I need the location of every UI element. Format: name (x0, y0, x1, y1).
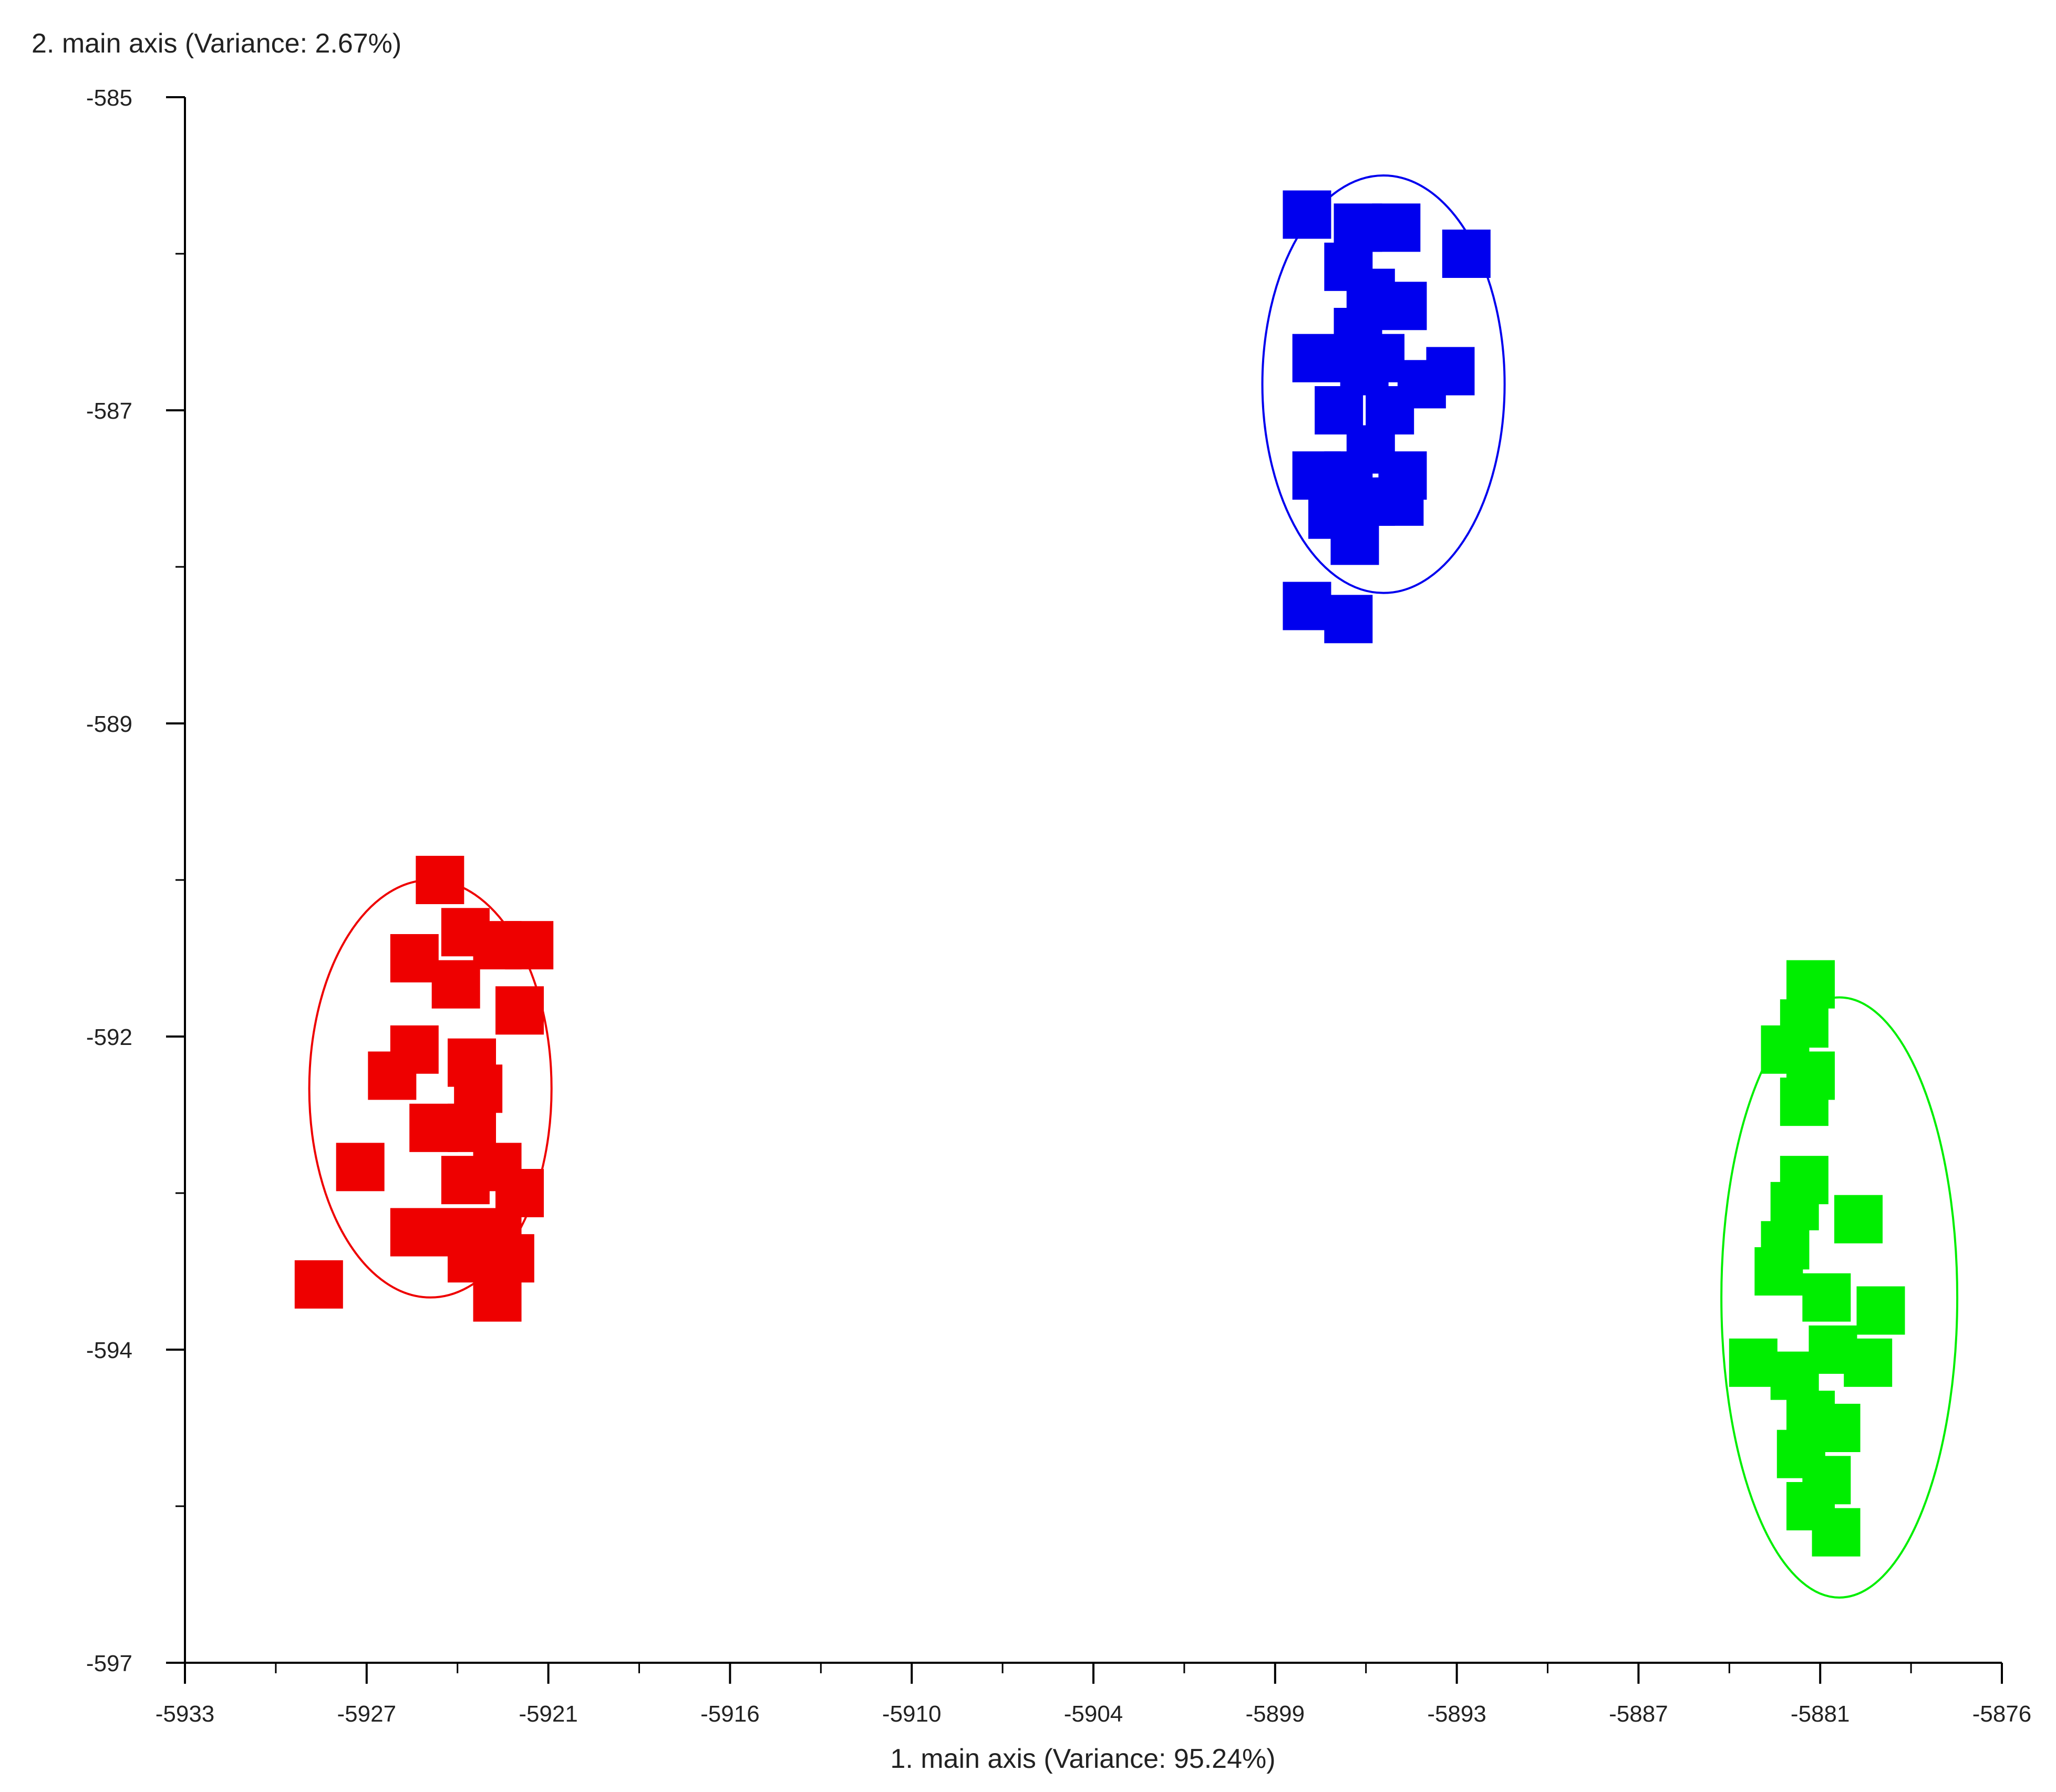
data-point (1844, 1338, 1893, 1387)
x-tick-label: -5921 (519, 1701, 578, 1727)
data-point (1856, 1286, 1905, 1335)
y-tick-label: -587 (86, 398, 132, 424)
data-point (1372, 203, 1421, 252)
data-point (1283, 190, 1331, 239)
x-tick-label: -5927 (337, 1701, 397, 1727)
cluster-ellipse (1720, 996, 1959, 1599)
x-tick-label: -5893 (1427, 1701, 1486, 1727)
data-point (473, 1273, 522, 1322)
x-tick-label: -5933 (156, 1701, 215, 1727)
data-point (1378, 282, 1427, 330)
data-point (1442, 230, 1491, 278)
y-tick-label: -585 (86, 85, 132, 111)
data-point (416, 856, 464, 904)
x-tick-label: -5876 (1972, 1701, 2032, 1727)
y-tick-label: -597 (86, 1651, 132, 1676)
y-tick-label: -592 (86, 1024, 132, 1050)
data-point (1754, 1247, 1803, 1296)
data-point (390, 934, 439, 982)
x-tick-label: -5899 (1246, 1701, 1305, 1727)
data-point (505, 921, 554, 970)
data-point (390, 1208, 439, 1257)
y-axis-title: 2. main axis (Variance: 2.67%) (32, 28, 401, 59)
data-point (1780, 1078, 1828, 1126)
x-tick-label: -5887 (1609, 1701, 1668, 1727)
data-point (1812, 1508, 1861, 1557)
x-tick-label: -5910 (882, 1701, 942, 1727)
data-point (1729, 1338, 1778, 1387)
data-point (1324, 595, 1373, 644)
cluster-ellipse (1261, 174, 1506, 594)
x-tick-label: -5904 (1064, 1701, 1123, 1727)
data-point (431, 960, 480, 1009)
data-point (495, 986, 544, 1035)
data-point (336, 1143, 385, 1192)
x-tick-label: -5881 (1791, 1701, 1850, 1727)
data-point (1292, 334, 1341, 382)
data-point (1375, 477, 1424, 526)
data-point (1834, 1195, 1883, 1244)
data-point (441, 1156, 490, 1205)
data-point (1330, 516, 1379, 565)
x-tick-label: -5916 (700, 1701, 760, 1727)
x-ticks: -5933 -5927 -5921 -5916 -5910 -5904 -5899 -5893… (156, 1663, 2032, 1727)
x-axis-title: 1. main axis (Variance: 95.24%) (890, 1744, 1275, 1774)
ellipses-layer (308, 174, 1959, 1599)
y-tick-label: -589 (86, 711, 132, 737)
points-layer (294, 190, 1905, 1557)
y-tick-label: -594 (86, 1338, 132, 1363)
data-point (1426, 347, 1475, 396)
data-point (1283, 582, 1331, 630)
data-point (294, 1260, 343, 1309)
data-point (1802, 1273, 1851, 1322)
y-ticks: -585 -587 -589 -592 -594 -597 (86, 85, 185, 1676)
data-point (368, 1051, 417, 1100)
